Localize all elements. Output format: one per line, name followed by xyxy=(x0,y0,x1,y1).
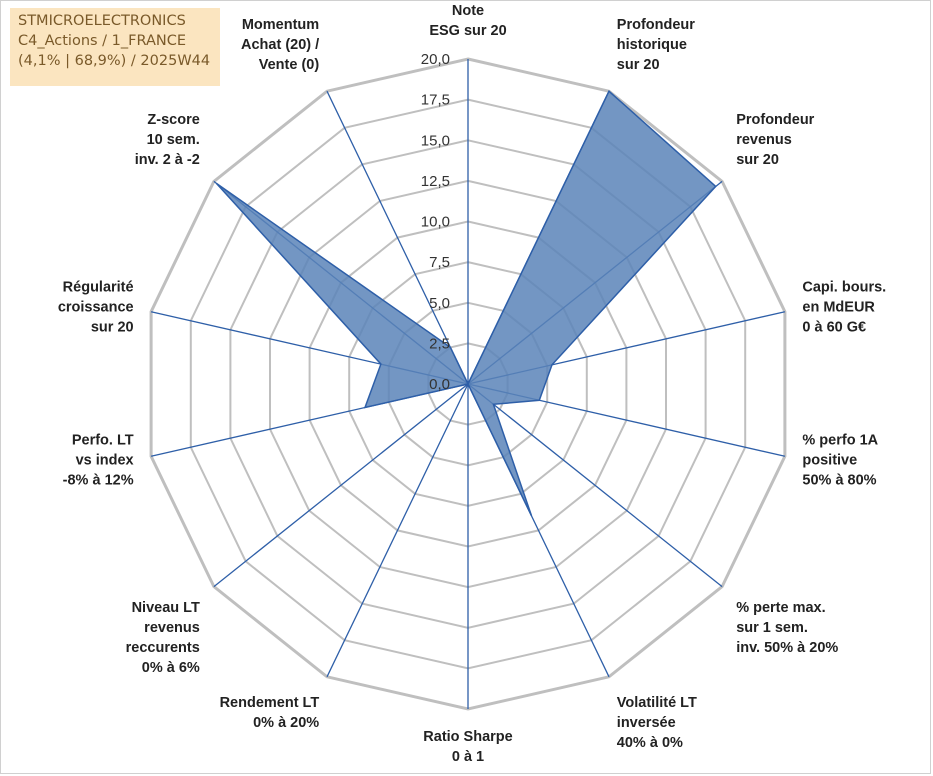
axis-label-line: Rendement LT xyxy=(220,695,320,711)
axis-label: Régularité croissance sur 20 xyxy=(58,280,134,336)
axis-label-line: Ratio Sharpe xyxy=(423,729,512,745)
axis-label-line: Volatilité LT xyxy=(617,695,697,711)
axis-label-line: 0 à 1 xyxy=(452,749,484,765)
axis-label-line: 10 sem. xyxy=(147,132,200,148)
axis-label-line: % perfo 1A xyxy=(802,432,878,448)
axis-label-line: inv. 2 à -2 xyxy=(135,152,200,168)
label-layer: Note ESG sur 20 Profondeur historique sur 20… xyxy=(58,3,886,765)
tick-label: 5,0 xyxy=(429,295,450,312)
axis-spoke xyxy=(467,383,723,588)
axis-label-line: Achat (20) / xyxy=(241,37,319,53)
axis-label: Note ESG sur 20 xyxy=(429,3,506,39)
axis-label: Niveau LT revenus reccurents 0% à 6% xyxy=(126,600,200,676)
axis-label-line: 0% à 6% xyxy=(142,660,200,676)
security-name: STMICROELECTRONICS xyxy=(18,13,186,29)
axis-label-line: 50% à 80% xyxy=(802,472,876,488)
axis-label: Perfo. LT vs index -8% à 12% xyxy=(63,432,134,488)
axis-label: Profondeur revenus sur 20 xyxy=(736,112,814,168)
tick-label: 10,0 xyxy=(421,214,450,231)
axis-label: Ratio Sharpe 0 à 1 xyxy=(423,729,512,765)
axis-label: Capi. bours. en MdEUR 0 à 60 G€ xyxy=(802,280,886,336)
security-category: C4_Actions / 1_FRANCE xyxy=(18,33,187,49)
axis-label-line: ESG sur 20 xyxy=(429,23,506,39)
tick-label: 2,5 xyxy=(429,335,450,352)
axis-spoke xyxy=(326,90,469,385)
axis-label-line: sur 20 xyxy=(617,57,660,73)
axis-spoke xyxy=(213,383,469,588)
axis-label-line: Vente (0) xyxy=(259,57,320,73)
tick-label: 7,5 xyxy=(429,254,450,271)
axis-label-line: sur 20 xyxy=(91,320,134,336)
security-info-box: STMICROELECTRONICS C4_Actions / 1_FRANCE… xyxy=(10,8,220,86)
axis-label-line: Profondeur xyxy=(736,112,814,128)
axis-label-line: 0% à 20% xyxy=(253,715,319,731)
axis-label: Rendement LT 0% à 20% xyxy=(220,695,320,731)
axis-label-line: revenus xyxy=(144,620,200,636)
axis-label-line: historique xyxy=(617,37,687,53)
axis-label-line: Z-score xyxy=(147,112,199,128)
axis-label: % perfo 1A positive 50% à 80% xyxy=(802,432,878,488)
axis-label-line: reccurents xyxy=(126,640,200,656)
axis-label-line: positive xyxy=(802,452,857,468)
axis-label-line: Profondeur xyxy=(617,17,695,33)
axis-label-line: Momentum xyxy=(242,17,319,33)
axis-label-line: Note xyxy=(452,3,484,19)
axis-label-line: Régularité xyxy=(63,280,134,296)
tick-label: 20,0 xyxy=(421,51,450,68)
tick-label: 15,0 xyxy=(421,132,450,149)
tick-layer: 0,0 2,5 5,0 7,5 10,0 12,5 15,0 17,5 20,0 xyxy=(421,51,450,393)
tick-label: 17,5 xyxy=(421,92,450,109)
axis-label: Profondeur historique sur 20 xyxy=(617,17,695,73)
axis-label-line: % perte max. xyxy=(736,600,825,616)
axis-label-line: en MdEUR xyxy=(802,300,875,316)
axis-label-line: 0 à 60 G€ xyxy=(802,320,866,336)
axis-spoke xyxy=(326,383,469,678)
axis-label-line: sur 20 xyxy=(736,152,779,168)
axis-label-line: Capi. bours. xyxy=(802,280,886,296)
axis-label: Volatilité LT inversée 40% à 0% xyxy=(617,695,697,751)
axis-label-line: Niveau LT xyxy=(132,600,200,616)
axis-label-line: 40% à 0% xyxy=(617,735,683,751)
axis-label-line: Perfo. LT xyxy=(72,432,134,448)
tick-label: 0,0 xyxy=(429,376,450,393)
tick-label: 12,5 xyxy=(421,173,450,190)
axis-label-line: vs index xyxy=(76,452,134,468)
axis-label-line: inv. 50% à 20% xyxy=(736,640,838,656)
axis-label: Z-score 10 sem. inv. 2 à -2 xyxy=(135,112,200,168)
axis-label-line: croissance xyxy=(58,300,134,316)
series-layer xyxy=(215,89,717,517)
security-stats: (4,1% | 68,9%) / 2025W44 xyxy=(18,53,211,69)
axis-label-line: revenus xyxy=(736,132,792,148)
axis-label-line: -8% à 12% xyxy=(63,472,134,488)
axis-label: Momentum Achat (20) / Vente (0) xyxy=(241,17,319,73)
axis-label: % perte max. sur 1 sem. inv. 50% à 20% xyxy=(736,600,838,656)
axis-label-line: sur 1 sem. xyxy=(736,620,808,636)
axis-label-line: inversée xyxy=(617,715,676,731)
